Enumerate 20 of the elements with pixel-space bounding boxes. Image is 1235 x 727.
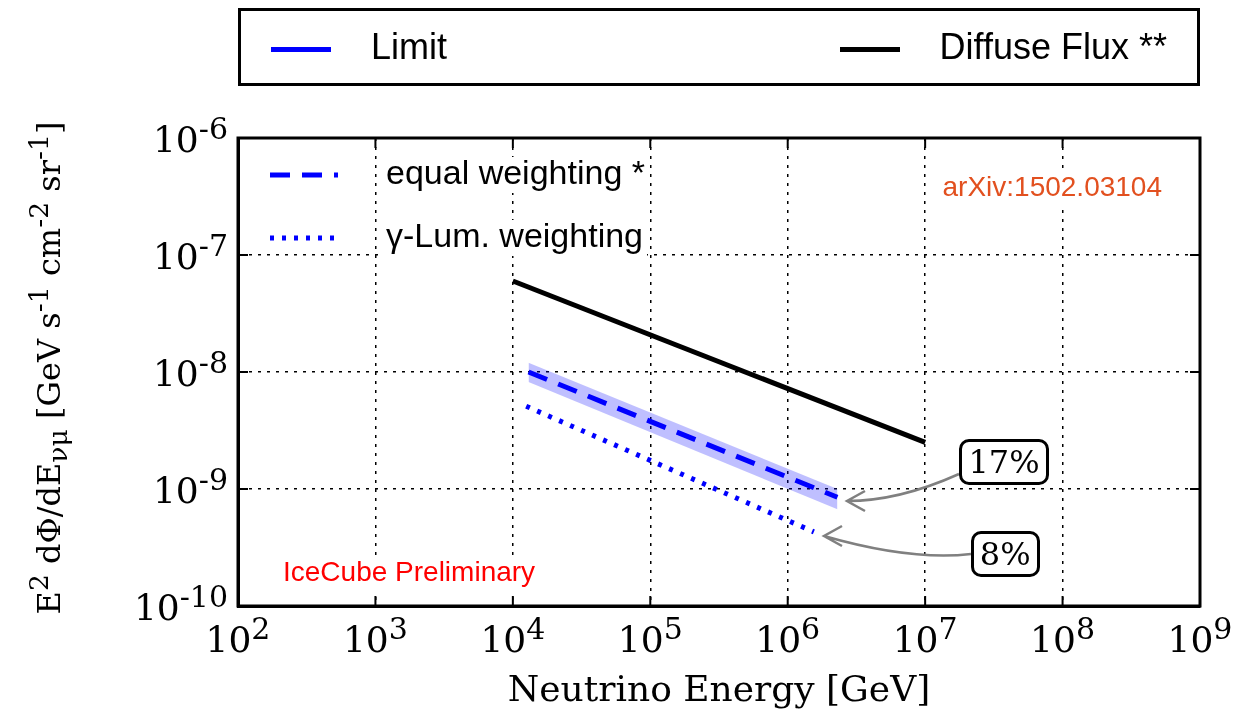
annotation: 17% — [959, 439, 1049, 486]
annotation: 8% — [970, 530, 1040, 577]
legend-label: equal weighting * — [386, 153, 645, 192]
y-tick-label: 10$^{-8}$ — [152, 344, 228, 394]
y-tick-label: 10$^{-7}$ — [152, 227, 228, 277]
annotation: arXiv:1502.03104 — [942, 170, 1162, 202]
legend-label: γ-Lum. weighting — [386, 216, 644, 255]
x-tick-label: 10$^{3}$ — [342, 611, 408, 660]
x-tick-label: 10$^{6}$ — [755, 611, 821, 660]
annotation: IceCube Preliminary — [283, 555, 536, 587]
x-tick-label: 10$^{9}$ — [1167, 611, 1233, 660]
y-tick-label: 10$^{-6}$ — [152, 110, 228, 160]
x-axis-title: Neutrino Energy [GeV] — [506, 668, 932, 709]
legend-label: Diffuse Flux ** — [938, 26, 1167, 67]
x-tick-label: 10$^{7}$ — [892, 611, 958, 660]
x-tick-label: 10$^{8}$ — [1030, 611, 1096, 660]
text: Limit — [370, 26, 448, 68]
x-tick-label: 10$^{5}$ — [617, 611, 683, 660]
x-tick-label: 10$^{4}$ — [480, 611, 546, 660]
y-tick-label: 10$^{-9}$ — [152, 461, 228, 511]
